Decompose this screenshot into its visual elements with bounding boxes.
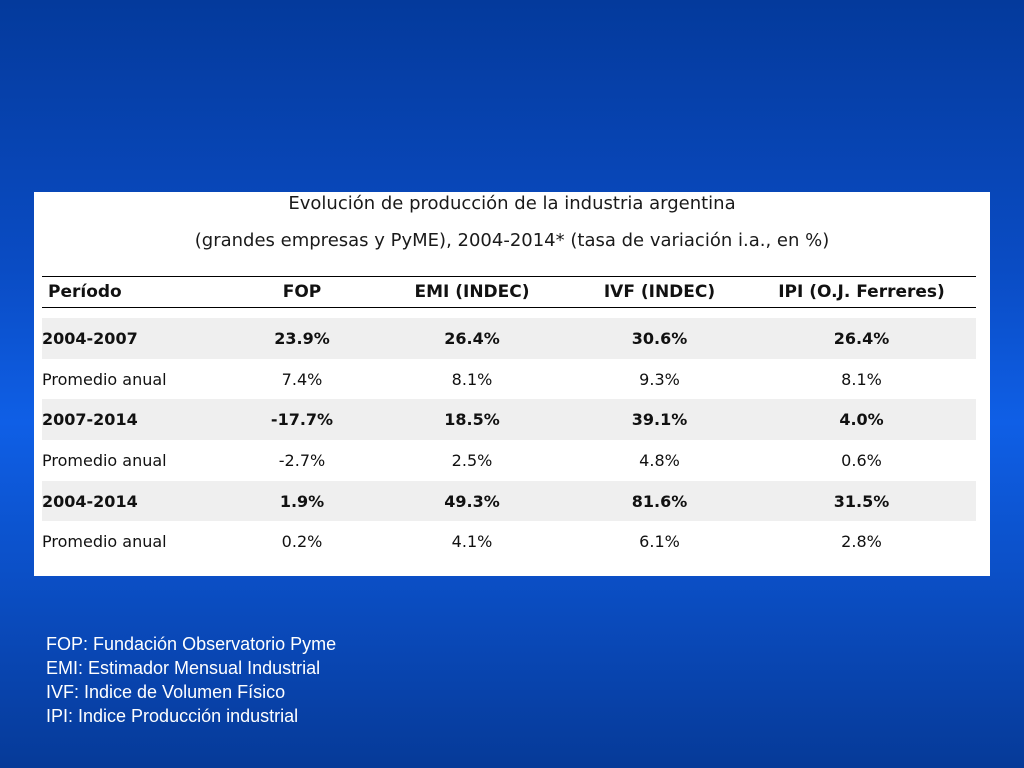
- cell-ipi: 8.1%: [841, 369, 882, 389]
- cell-ivf: 81.6%: [572, 480, 747, 522]
- cell-period: 2004-2007: [42, 318, 232, 359]
- cell-fop: -17.7%: [232, 399, 372, 441]
- cell-period: 2007-2014: [42, 399, 232, 441]
- table-row: 2004-2014 1.9% 49.3% 81.6% 31.5%: [42, 480, 976, 522]
- cell-ivf: 4.8%: [639, 450, 680, 470]
- header-ipi: IPI (O.J. Ferreres): [747, 276, 976, 308]
- cell-ivf: 6.1%: [639, 532, 680, 552]
- cell-period: Promedio anual: [42, 532, 167, 552]
- cell-fop: 7.4%: [281, 369, 323, 389]
- cell-ipi: 4.0%: [747, 399, 976, 441]
- cell-emi: 2.5%: [451, 450, 493, 470]
- cell-ipi: 0.6%: [841, 450, 882, 470]
- cell-emi: 8.1%: [451, 369, 493, 389]
- cell-ivf: 9.3%: [639, 369, 680, 389]
- cell-emi: 49.3%: [372, 480, 572, 522]
- table-row: 2007-2014 -17.7% 18.5% 39.1% 4.0%: [42, 399, 976, 441]
- legend-ivf: IVF: Indice de Volumen Físico: [46, 682, 286, 702]
- cell-fop: 0.2%: [281, 532, 323, 552]
- header-emi: EMI (INDEC): [372, 276, 572, 308]
- abbreviation-legend: FOP: Fundación Observatorio Pyme EMI: Es…: [46, 632, 336, 728]
- table-title: Evolución de producción de la industria …: [288, 193, 736, 214]
- legend-ipi: IPI: Indice Producción industrial: [46, 706, 299, 726]
- cell-emi: 18.5%: [372, 399, 572, 441]
- table-row: 2004-2007 23.9% 26.4% 30.6% 26.4%: [42, 318, 976, 359]
- cell-period: Promedio anual: [42, 369, 167, 389]
- cell-period: Promedio anual: [42, 450, 167, 470]
- cell-ipi: 26.4%: [747, 318, 976, 359]
- table-row: Promedio anual 0.2% 4.1% 6.1% 2.8%: [42, 521, 976, 562]
- cell-fop: 23.9%: [232, 318, 372, 359]
- cell-emi: 4.1%: [451, 532, 493, 552]
- table-subtitle: (grandes empresas y PyME), 2004-2014* (t…: [194, 230, 830, 251]
- legend-emi: EMI: Estimador Mensual Industrial: [46, 658, 321, 678]
- header-periodo: Período: [42, 276, 232, 308]
- table-row: Promedio anual 7.4% 8.1% 9.3% 8.1%: [42, 359, 976, 400]
- cell-period: 2004-2014: [42, 480, 232, 522]
- table-header-row: Período FOP EMI (INDEC) IVF (INDEC) IPI …: [42, 276, 976, 308]
- cell-ipi: 31.5%: [747, 480, 976, 522]
- legend-fop: FOP: Fundación Observatorio Pyme: [46, 634, 337, 654]
- cell-ipi: 2.8%: [841, 532, 882, 552]
- cell-fop: 1.9%: [232, 480, 372, 522]
- header-ivf: IVF (INDEC): [572, 276, 747, 308]
- production-table: Período FOP EMI (INDEC) IVF (INDEC) IPI …: [42, 276, 976, 562]
- table-panel: Evolución de producción de la industria …: [34, 192, 990, 576]
- cell-ivf: 39.1%: [572, 399, 747, 441]
- table-row: Promedio anual -2.7% 2.5% 4.8% 0.6%: [42, 440, 976, 481]
- cell-emi: 26.4%: [372, 318, 572, 359]
- cell-fop: -2.7%: [278, 450, 326, 470]
- header-fop: FOP: [232, 276, 372, 308]
- cell-ivf: 30.6%: [572, 318, 747, 359]
